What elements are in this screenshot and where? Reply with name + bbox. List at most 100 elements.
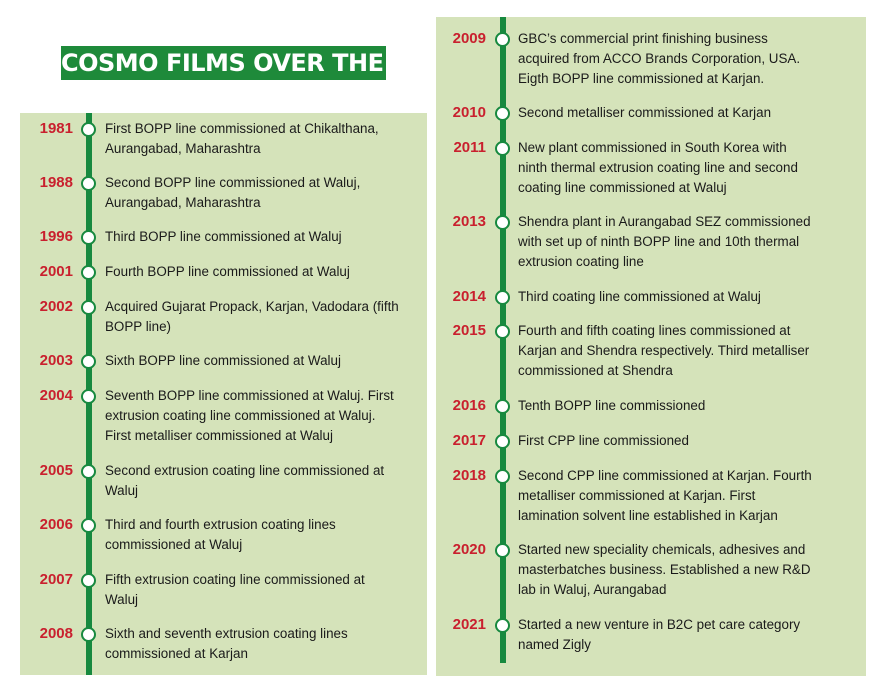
timeline-panel-right: 2009 GBC’s commercial print finishing bus… [436,17,866,676]
entry-text: Fourth and fifth coating lines commissio… [518,321,863,381]
entry-year: 2011 [453,139,486,156]
entry-text-line: First metalliser commissioned at Waluj [105,428,333,443]
entry-text: Third coating line commissioned at Waluj [518,287,863,307]
entry-text-line: ninth thermal extrusion coating line and… [518,160,798,175]
entry-text-line: Second metalliser commissioned at Karjan [518,105,772,120]
entry-text: Second extrusion coating line commission… [105,461,423,501]
entry-text-line: coating line commissioned at Waluj [518,180,727,195]
entry-text-line: Eigth BOPP line commissioned at Karjan. [518,71,765,86]
entry-text-line: Seventh BOPP line commissioned at Waluj.… [105,388,394,403]
entry-text-line: Fifth extrusion coating line commissione… [105,572,365,587]
entry-text-line: First BOPP line commissioned at Chikalth… [105,121,379,136]
entry-year: 1988 [39,174,73,191]
entry-year: 2017 [452,432,486,449]
entry-year: 1981 [39,120,73,137]
entry-year: 2009 [452,30,486,47]
timeline-dot [495,543,510,558]
entry-text: Started a new venture in B2C pet care ca… [518,615,863,655]
entry-text-line: Third coating line commissioned at Waluj [518,289,761,304]
entry-text: New plant commissioned in South Korea wi… [518,138,863,198]
entry-year: 2002 [39,298,73,315]
entry-text-line: Aurangabad, Maharashtra [105,195,261,210]
entry-year: 2016 [452,397,486,414]
timeline-dot [495,141,510,156]
entry-text: GBC’s commercial print finishing busines… [518,29,863,89]
entry-text-line: named Zigly [518,637,591,652]
entry-text-line: commissioned at Shendra [518,363,673,378]
timeline-dot [81,300,96,315]
entry-text: Second CPP line commissioned at Karjan. … [518,466,863,526]
timeline-dot [81,518,96,533]
entry-text-line: Second CPP line commissioned at Karjan. … [518,468,812,483]
entry-text: Sixth and seventh extrusion coating line… [105,624,423,664]
timeline-dot [81,389,96,404]
timeline-dot [495,32,510,47]
timeline-dot [495,215,510,230]
entry-year: 1996 [39,228,73,245]
timeline-dot [495,106,510,121]
entry-text-line: Second BOPP line commissioned at Waluj, [105,175,361,190]
entry-text-line: Karjan and Shendra respectively. Third m… [518,343,810,358]
entry-text-line: Second extrusion coating line commission… [105,463,385,478]
entry-year: 2003 [39,352,73,369]
timeline-dot [81,627,96,642]
entry-text-line: commissioned at Karjan [105,646,248,661]
timeline-dot [495,399,510,414]
entry-text-line: Fourth BOPP line commissioned at Waluj [105,264,350,279]
entry-text: Second BOPP line commissioned at Waluj, A… [105,173,423,213]
timeline-dot [81,354,96,369]
entry-text-line: Started new speciality chemicals, adhesi… [518,542,806,557]
timeline-panel-left: 1981 First BOPP line commissioned at Chik… [20,113,427,675]
page-title: COSMO FILMS OVER THE YEARS [61,46,386,80]
entry-text-line: Sixth and seventh extrusion coating line… [105,626,348,641]
entry-text: Fourth BOPP line commissioned at Waluj [105,262,423,282]
entry-text-line: Waluj [105,592,138,607]
entry-year: 2010 [452,104,486,121]
timeline-dot [81,573,96,588]
entry-text-line: Third BOPP line commissioned at Waluj [105,229,342,244]
entry-text-line: commissioned at Waluj [105,537,243,552]
entry-text-line: extrusion coating line commissioned at W… [105,408,376,423]
timeline-dot [495,618,510,633]
entry-text-line: BOPP line) [105,319,171,334]
entry-text: Seventh BOPP line commissioned at Waluj.… [105,386,423,446]
entry-text-line: Third and fourth extrusion coating lines [105,517,336,532]
timeline-dot [495,290,510,305]
entry-text-line: Aurangabad, Maharashtra [105,141,261,156]
entry-text-line: Tenth BOPP line commissioned [518,398,706,413]
entry-text: Third and fourth extrusion coating lines… [105,515,423,555]
timeline-line [500,17,506,663]
entry-year: 2013 [452,213,486,230]
timeline-dot [495,469,510,484]
entry-year: 2008 [39,625,73,642]
entry-year: 2021 [452,616,486,633]
timeline-dot [81,265,96,280]
entry-text-line: New plant commissioned in South Korea wi… [518,140,787,155]
entry-text: Tenth BOPP line commissioned [518,396,863,416]
timeline-dot [81,464,96,479]
entry-year: 2006 [39,516,73,533]
entry-text-line: Waluj [105,483,138,498]
entry-year: 2014 [452,288,486,305]
entry-year: 2004 [39,387,73,404]
entry-text-line: lamination solvent line established in K… [518,508,778,523]
entry-text-line: lab in Waluj, Aurangabad [518,582,667,597]
entry-year: 2005 [39,462,73,479]
entry-text-line: Shendra plant in Aurangabad SEZ commissi… [518,214,811,229]
entry-text-line: First CPP line commissioned [518,433,689,448]
entry-text-line: Started a new venture in B2C pet care ca… [518,617,801,632]
entry-year: 2015 [452,322,486,339]
entry-text: First BOPP line commissioned at Chikalth… [105,119,423,159]
entry-text: Fifth extrusion coating line commissione… [105,570,423,610]
entry-text: Third BOPP line commissioned at Waluj [105,227,423,247]
entry-year: 2020 [452,541,486,558]
timeline-dot [81,122,96,137]
timeline-dot [495,324,510,339]
timeline-dot [81,176,96,191]
timeline-dot [495,434,510,449]
entry-text-line: with set up of ninth BOPP line and 10th … [518,234,800,249]
entry-text: Sixth BOPP line commissioned at Waluj [105,351,423,371]
entry-text: Started new speciality chemicals, adhesi… [518,540,863,600]
entry-year: 2001 [39,263,73,280]
timeline-dot [81,230,96,245]
